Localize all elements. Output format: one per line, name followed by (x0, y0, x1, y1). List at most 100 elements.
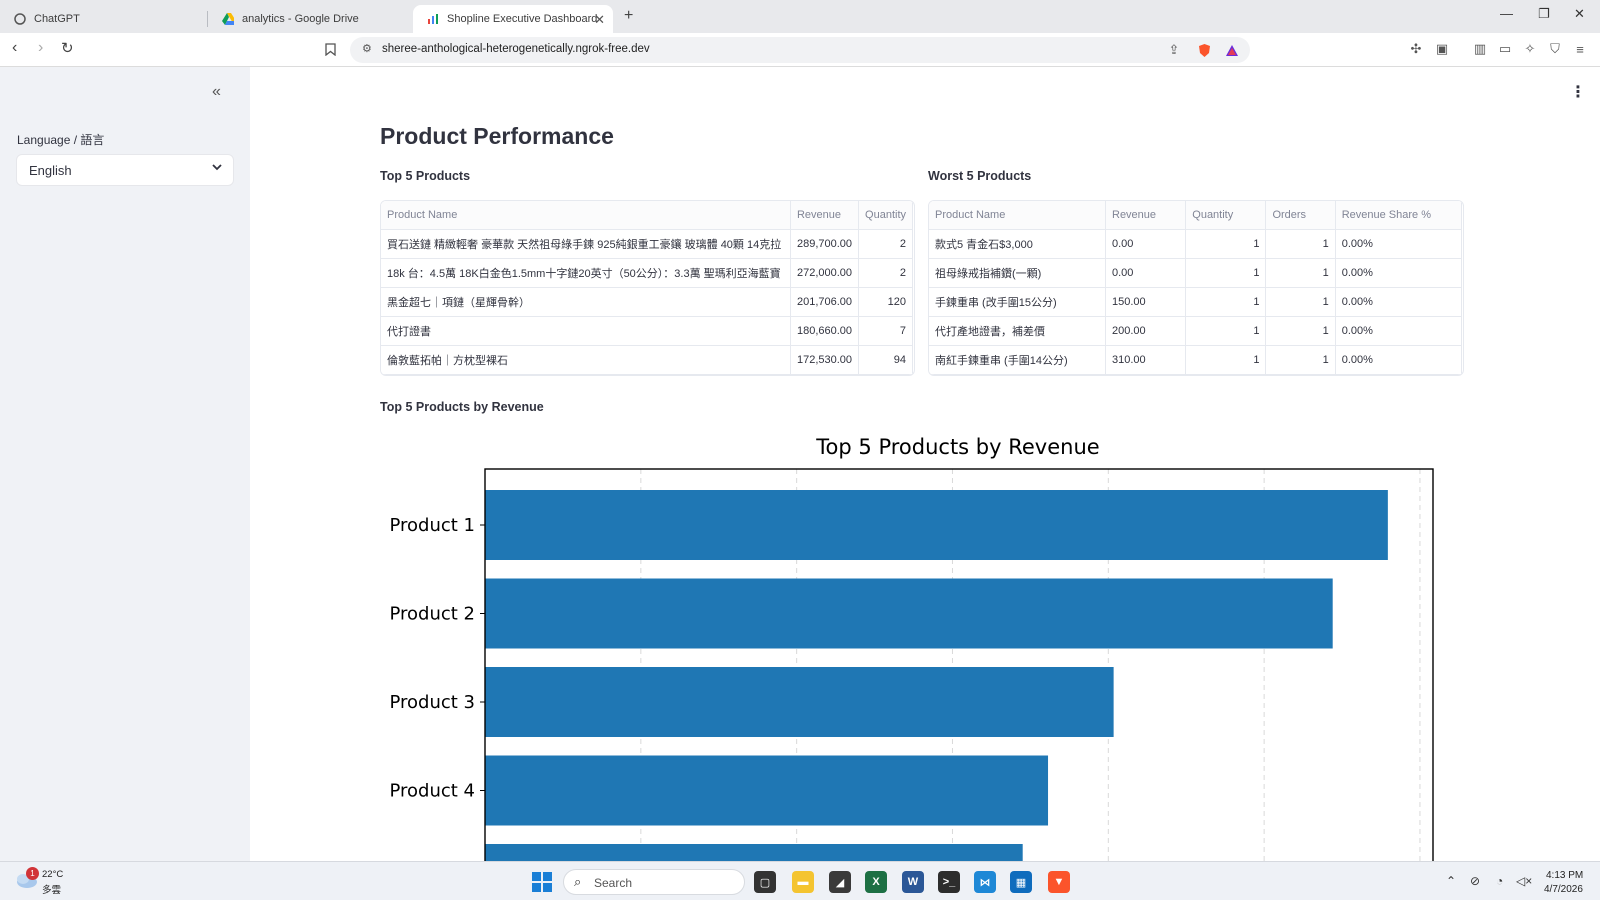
quantity-cell: 1 (1185, 258, 1267, 288)
dashboard-favicon-icon (427, 13, 439, 25)
tab-chatgpt[interactable]: ChatGPT (0, 5, 205, 33)
table-row[interactable]: 倫敦藍拓帕｜方枕型裸石 172,530.00 94 (381, 345, 913, 375)
file-explorer-icon[interactable]: ▬ (792, 871, 814, 893)
tab-google-drive[interactable]: analytics - Google Drive (208, 5, 413, 33)
tab-shopline-dashboard[interactable]: Shopline Executive Dashboard ✕ (413, 5, 613, 33)
product-name-cell: 代打產地證書，補差價 (929, 316, 1106, 346)
revenue-cell: 180,660.00 (789, 316, 860, 346)
table-row[interactable]: 款式5 青金石$3,000 0.00 1 1 0.00% (929, 229, 1463, 259)
column-header[interactable]: Product Name (381, 201, 791, 230)
tray-overflow-icon[interactable]: ⌃ (1446, 874, 1457, 888)
orders-cell: 1 (1265, 287, 1336, 317)
new-tab-button[interactable]: + (624, 7, 634, 24)
column-header[interactable]: Quantity (1185, 201, 1267, 230)
task-view-icon[interactable]: ▢ (754, 871, 776, 893)
product-name-cell: 倫敦藍拓帕｜方枕型裸石 (381, 345, 791, 375)
quantity-cell: 94 (858, 345, 913, 375)
taskbar-search[interactable]: ⌕ Search (563, 869, 745, 895)
language-select[interactable]: English (16, 154, 234, 186)
extensions-icon[interactable]: ✣ (1410, 41, 1422, 56)
table-row[interactable]: 代打產地證書，補差價 200.00 1 1 0.00% (929, 316, 1463, 346)
revenue-cell: 272,000.00 (789, 258, 860, 288)
site-info-icon[interactable]: ⚙ (362, 43, 372, 55)
column-header[interactable]: Quantity (858, 201, 913, 230)
weather-temperature: 22°C (42, 869, 64, 880)
url-text: sheree-anthological-heterogenetically.ng… (382, 43, 650, 55)
terminal-icon[interactable]: >_ (938, 871, 960, 893)
top5-table[interactable]: Product Name Revenue Quantity 買石送鏈 精緻輕奢 … (380, 200, 915, 376)
reload-icon[interactable]: ↻ (61, 40, 74, 57)
kebab-menu-icon[interactable]: ⋮ (1570, 84, 1586, 101)
revenue-cell: 310.00 (1104, 345, 1187, 375)
minimize-icon[interactable]: — (1500, 6, 1513, 21)
bookmark-icon[interactable] (322, 41, 338, 57)
brave-browser-icon[interactable]: ▼ (1048, 871, 1070, 893)
tab-separator (207, 11, 208, 27)
wallet-icon[interactable]: ▭ (1498, 41, 1512, 56)
product-name-cell: 買石送鏈 精緻輕奢 豪華款 天然祖母綠手鍊 925純銀重工豪鑲 玻璃體 40顆 … (381, 229, 791, 259)
clock-date[interactable]: 4/7/2026 (1544, 884, 1583, 895)
clock-time[interactable]: 4:13 PM (1546, 870, 1584, 881)
vscode-icon[interactable]: ⋈ (974, 871, 996, 893)
share-icon[interactable]: ⇪ (1168, 42, 1180, 57)
brave-rewards-icon[interactable] (1224, 42, 1240, 58)
revenue-cell: 150.00 (1104, 287, 1187, 317)
close-tab-icon[interactable]: ✕ (594, 12, 605, 27)
vpn-icon[interactable]: ⛉ (1550, 41, 1560, 56)
back-icon[interactable]: ‹ (12, 39, 18, 56)
weather-description: 多雲 (42, 885, 62, 896)
table-row[interactable]: 南紅手鍊重串 (手圍14公分) 310.00 1 1 0.00% (929, 345, 1463, 375)
column-header[interactable]: Orders (1265, 201, 1336, 230)
table-row[interactable]: 代打證書 180,660.00 7 (381, 316, 913, 346)
sidebar-icon[interactable]: ▥ (1473, 41, 1487, 56)
chart-title: Top 5 Products by Revenue (815, 435, 1099, 459)
chart-y-tick-label: Product 1 (389, 515, 475, 536)
product-name-cell: 祖母綠戒指補鑽(一顆) (929, 258, 1106, 288)
column-header[interactable]: Product Name (929, 201, 1106, 230)
address-bar[interactable]: ⚙ sheree-anthological-heterogenetically.… (350, 37, 1250, 63)
windows-taskbar: 1 22°C 多雲 ⌕ Search ▢ ▬ ◢ X W >_ ⋈ ▦ ▼ ⌃ … (0, 861, 1600, 900)
tab-search-icon[interactable]: ▣ (1435, 41, 1449, 56)
volume-muted-icon[interactable]: ◁× (1516, 874, 1533, 888)
google-drive-favicon-icon (222, 13, 234, 25)
restore-icon[interactable]: ❐ (1538, 6, 1550, 21)
wifi-icon[interactable]: ◔ (1496, 874, 1504, 888)
close-window-icon[interactable]: ✕ (1574, 6, 1585, 21)
tab-title: Shopline Executive Dashboard (447, 13, 598, 25)
revenue-share-cell: 0.00% (1334, 287, 1463, 317)
column-header[interactable]: Revenue Share % (1334, 201, 1463, 230)
table-row[interactable]: 祖母綠戒指補鑽(一顆) 0.00 1 1 0.00% (929, 258, 1463, 288)
quantity-cell: 1 (1185, 345, 1267, 375)
collapse-sidebar-icon[interactable]: « (212, 83, 221, 100)
forward-icon[interactable]: › (38, 39, 44, 56)
menu-icon[interactable]: ≡ (1576, 41, 1584, 57)
brave-shield-icon[interactable] (1196, 42, 1212, 58)
word-icon[interactable]: W (902, 871, 924, 893)
orders-cell: 1 (1265, 316, 1336, 346)
table-row[interactable]: 手鍊重串 (改手圍15公分) 150.00 1 1 0.00% (929, 287, 1463, 317)
excel-icon[interactable]: X (865, 871, 887, 893)
sticky-notes-icon[interactable]: ◢ (829, 871, 851, 893)
column-header[interactable]: Revenue (789, 201, 860, 230)
search-icon: ⌕ (574, 874, 582, 889)
table-row[interactable]: 買石送鏈 精緻輕奢 豪華款 天然祖母綠手鍊 925純銀重工豪鑲 玻璃體 40顆 … (381, 229, 913, 259)
revenue-cell: 201,706.00 (789, 287, 860, 317)
store-icon[interactable]: ▦ (1010, 871, 1032, 893)
leo-icon[interactable]: ✧ (1524, 41, 1536, 56)
worst5-dataframe: Product Name Revenue Quantity Orders Rev… (929, 201, 1463, 375)
chart-bar (485, 667, 1114, 737)
table-row[interactable]: 18k 台：4.5萬 18K白金色1.5mm十字鏈20英寸（50公分）：3.3萬… (381, 258, 913, 288)
windows-start-icon[interactable] (532, 872, 552, 897)
revenue-share-cell: 0.00% (1334, 258, 1463, 288)
tab-title: ChatGPT (34, 13, 80, 25)
column-header[interactable]: Revenue (1104, 201, 1187, 230)
table-row[interactable]: 黑金超七｜項鏈（星輝骨幹） 201,706.00 120 (381, 287, 913, 317)
language-label: Language / 語言 (17, 133, 105, 147)
network-off-icon[interactable]: ⊘ (1470, 874, 1481, 888)
quantity-cell: 1 (1185, 229, 1267, 259)
worst5-table[interactable]: Product Name Revenue Quantity Orders Rev… (928, 200, 1464, 376)
chart-axes-frame (484, 468, 1434, 861)
orders-cell: 1 (1265, 258, 1336, 288)
taskbar-search-placeholder: Search (594, 876, 633, 890)
